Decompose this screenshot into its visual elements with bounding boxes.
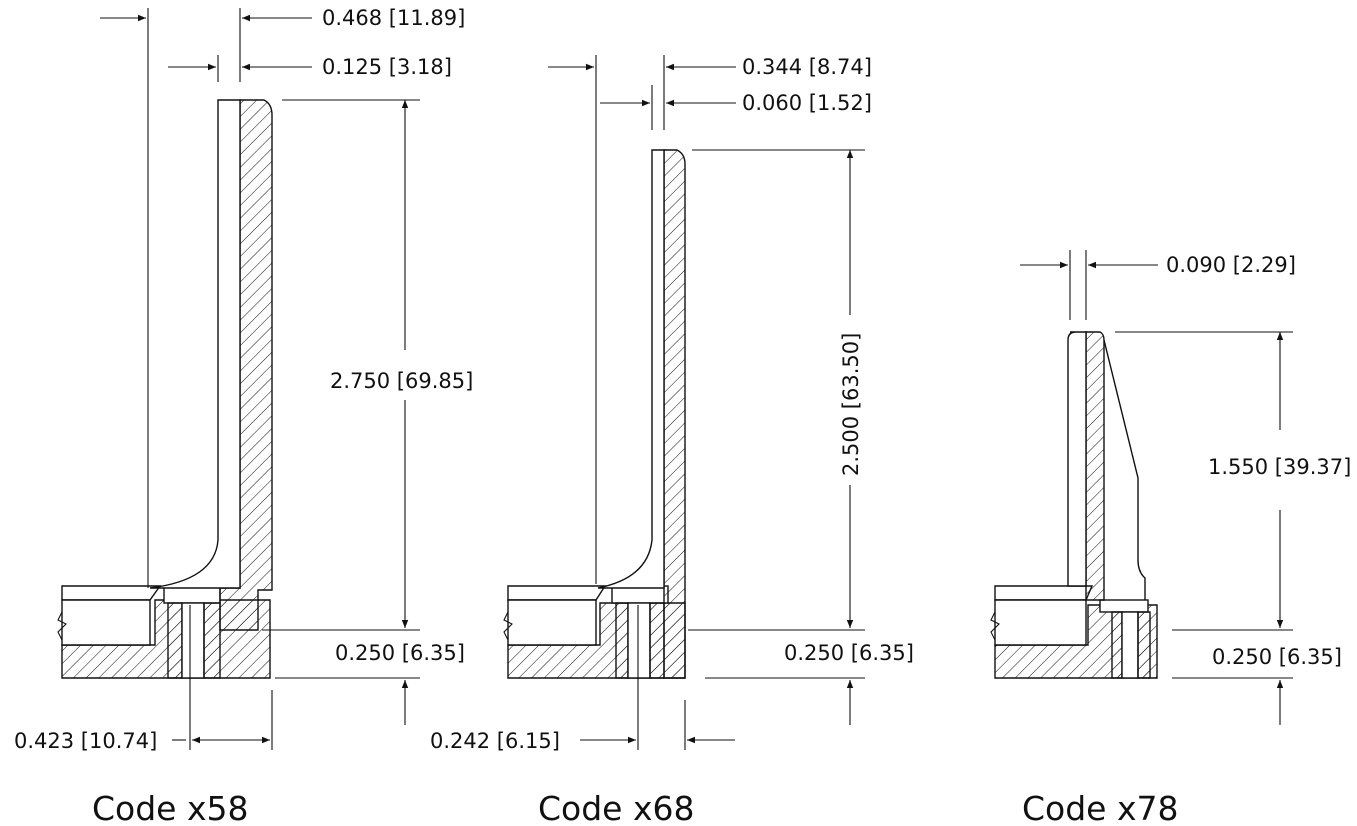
- view-code-x68: 0.344 [8.74] 0.060 [1.52] 2.500 [63.50] …: [430, 55, 914, 826]
- dim-x78-base: 0.250 [6.35]: [1212, 645, 1342, 669]
- dim-x68-height: 2.500 [63.50]: [839, 333, 863, 476]
- dim-x58-a: 0.468 [11.89]: [322, 6, 465, 30]
- dim-x58-base: 0.250 [6.35]: [335, 641, 465, 665]
- dim-x58-b: 0.125 [3.18]: [322, 55, 452, 79]
- dim-x68-base: 0.250 [6.35]: [784, 641, 914, 665]
- dim-x68-b: 0.060 [1.52]: [742, 91, 872, 115]
- caption-x68: Code x68: [538, 789, 695, 826]
- dim-x58-offset: 0.423 [10.74]: [14, 729, 157, 753]
- dim-x78-a: 0.090 [2.29]: [1166, 253, 1296, 277]
- caption-x78: Code x78: [1022, 789, 1179, 826]
- dim-x58-height: 2.750 [69.85]: [330, 369, 473, 393]
- profile-x58: [57, 99, 273, 679]
- view-code-x78: 0.090 [2.29] 1.550 [39.37] 0.250 [6.35] …: [990, 250, 1351, 826]
- caption-x58: Code x58: [92, 789, 249, 826]
- dim-x68-offset: 0.242 [6.15]: [430, 729, 560, 753]
- view-code-x58: 0.468 [11.89] 0.125 [3.18] 2.750 [69.85]…: [14, 6, 473, 826]
- profile-x78: [990, 331, 1158, 679]
- dim-x78-height: 1.550 [39.37]: [1208, 455, 1351, 479]
- dim-x68-a: 0.344 [8.74]: [742, 55, 872, 79]
- profile-x68: [503, 149, 686, 679]
